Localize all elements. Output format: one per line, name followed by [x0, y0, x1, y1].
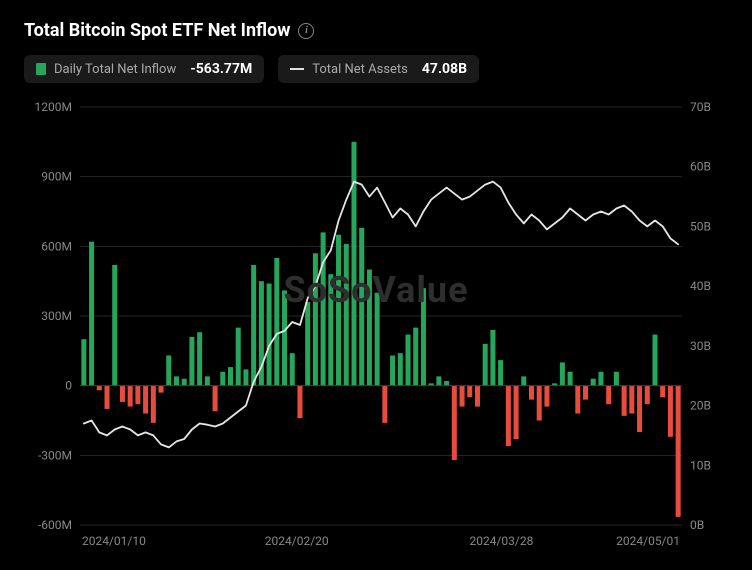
chart-container: Total Bitcoin Spot ETF Net Inflow i Dail… [0, 0, 752, 567]
svg-text:1200M: 1200M [35, 101, 72, 114]
bar-icon [36, 63, 46, 75]
svg-text:2024/03/28: 2024/03/28 [469, 534, 533, 548]
title-row: Total Bitcoin Spot ETF Net Inflow i [24, 20, 728, 41]
svg-text:-300M: -300M [38, 448, 72, 462]
svg-text:2024/02/20: 2024/02/20 [265, 534, 329, 548]
legend-assets[interactable]: Total Net Assets 47.08B [278, 55, 479, 83]
svg-text:0B: 0B [690, 518, 704, 532]
legend-inflow-label: Daily Total Net Inflow [54, 62, 176, 77]
legend-assets-label: Total Net Assets [312, 62, 408, 77]
legend-inflow[interactable]: Daily Total Net Inflow -563.77M [24, 55, 264, 83]
svg-text:10B: 10B [690, 458, 711, 472]
svg-text:50B: 50B [690, 219, 711, 233]
chart-title: Total Bitcoin Spot ETF Net Inflow [24, 20, 290, 41]
legend-inflow-value: -563.77M [190, 61, 252, 77]
svg-text:20B: 20B [690, 399, 711, 413]
legend-row: Daily Total Net Inflow -563.77M Total Ne… [24, 55, 728, 83]
chart-svg: -600M -300M 0 300M 600M 900M 1200M 0B 10B 20B 30B 4… [24, 101, 728, 551]
svg-text:2024/05/01: 2024/05/01 [616, 534, 680, 548]
svg-text:40B: 40B [690, 279, 711, 293]
legend-assets-value: 47.08B [422, 61, 467, 77]
svg-text:2024/01/10: 2024/01/10 [82, 534, 146, 548]
svg-text:600M: 600M [41, 239, 72, 253]
line-icon [290, 68, 304, 70]
svg-text:60B: 60B [690, 160, 711, 174]
svg-text:30B: 30B [690, 339, 711, 353]
svg-text:-600M: -600M [38, 518, 72, 532]
svg-text:70B: 70B [690, 101, 711, 114]
svg-text:0: 0 [65, 379, 72, 393]
svg-text:300M: 300M [41, 309, 72, 323]
chart-area: SoSoValue -600M-300M0300M600M900M1200M0B… [24, 101, 728, 551]
info-icon[interactable]: i [298, 23, 314, 39]
svg-text:900M: 900M [41, 170, 72, 184]
